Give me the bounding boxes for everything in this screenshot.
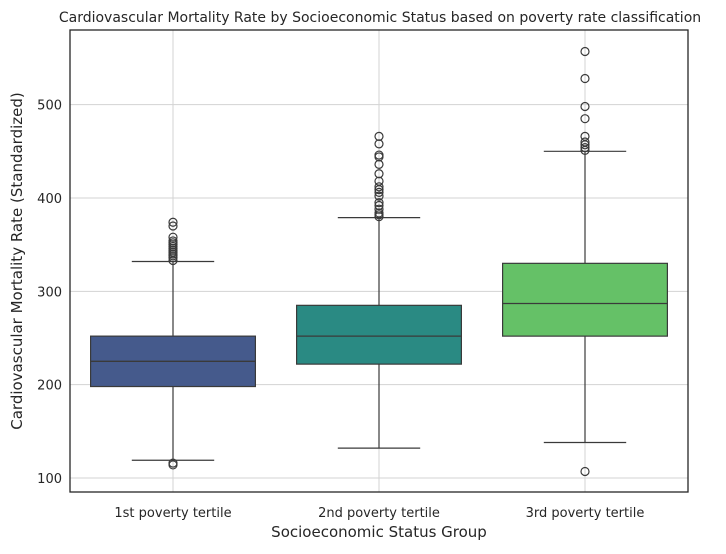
chart-title: Cardiovascular Mortality Rate by Socioec… [59,10,701,26]
plot-frame [69,29,689,493]
outlier-point [580,101,590,112]
box-group [89,217,257,470]
box-group [502,46,669,477]
y-axis-label: Cardiovascular Mortality Rate (Standardi… [8,92,26,430]
outlier-point [374,198,384,208]
outlier-point [580,114,590,124]
x-axis-label: Socioeconomic Status Group [271,523,487,541]
y-tick-label: 100 [37,472,62,487]
iqr-box [502,262,669,337]
outlier-point [168,217,178,227]
outlier-point [374,187,384,197]
outlier-point [374,131,384,141]
outlier-point [580,73,590,84]
outlier-point [374,191,384,201]
outlier-point [580,143,590,153]
outlier-point [374,150,384,160]
outlier-point [580,137,590,147]
outlier-point [580,131,590,141]
outlier-point [374,204,384,214]
outlier-point [168,221,178,231]
x-tick-label: 1st poverty tertile [114,506,231,521]
outlier-point [168,458,178,468]
y-tick-label: 200 [37,379,62,394]
plot-layer [89,46,669,477]
y-tick-label: 500 [37,99,62,114]
outlier-point [168,232,178,242]
outlier-point [374,200,384,211]
axis-layer: 100 200 300 400 500 1st poverty tertile 2nd po… [37,99,644,521]
box-group [296,131,463,449]
x-tick-label: 3rd poverty tertile [526,506,645,521]
x-tick-label: 2nd poverty tertile [318,506,440,521]
outlier-point [168,236,178,246]
iqr-box [296,304,463,365]
y-tick-label: 400 [37,192,62,207]
y-tick-label: 300 [37,285,62,300]
outlier-point [580,466,590,477]
outlier-point [374,169,384,179]
outlier-point [374,182,384,192]
outlier-point [580,46,590,57]
